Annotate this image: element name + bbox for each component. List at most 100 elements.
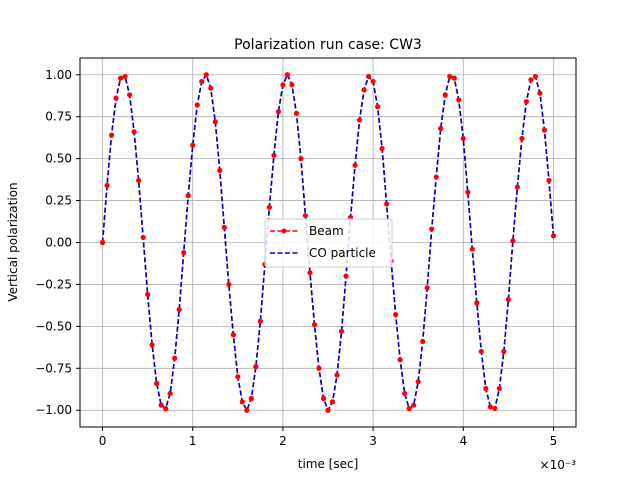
beam-point	[523, 99, 530, 105]
beam-point	[185, 192, 191, 199]
beam-point	[384, 201, 390, 207]
beam-point	[519, 135, 525, 142]
beam-point	[244, 407, 250, 413]
beam-point	[181, 249, 187, 256]
beam-point	[334, 372, 340, 378]
beam-point	[415, 379, 421, 385]
y-tick-label: 0.00	[45, 236, 72, 250]
beam-point	[253, 364, 259, 370]
beam-point	[239, 399, 245, 405]
beam-point	[172, 355, 178, 361]
beam-point	[307, 270, 313, 276]
beam-point	[492, 405, 498, 412]
beam-point	[510, 238, 516, 244]
beam-point	[397, 357, 403, 363]
beam-point	[469, 246, 475, 252]
beam-point	[302, 213, 309, 219]
beam-point	[311, 322, 318, 328]
beam-point	[212, 119, 218, 125]
beam-point	[483, 385, 489, 392]
beam-point	[546, 177, 552, 184]
beam-point	[108, 132, 115, 138]
ticks: 0 1 2 3 4 5 −1.00 −0.75 −0.50 −0.25 0.00 0.25 0.50 0.…	[35, 68, 557, 448]
beam-point	[217, 167, 223, 173]
beam-point	[365, 73, 372, 80]
beam-point	[117, 75, 124, 81]
beam-point	[460, 135, 466, 142]
beam-point	[140, 234, 146, 241]
beam-point	[528, 77, 534, 83]
beam-point	[447, 73, 453, 80]
legend-beam-label: Beam	[309, 224, 344, 238]
beam-point	[487, 404, 493, 410]
beam-point	[505, 296, 511, 303]
beam-point	[514, 184, 520, 190]
beam-point	[158, 402, 164, 408]
beam-point	[361, 87, 367, 93]
beam-point	[163, 405, 169, 412]
beam-point	[99, 239, 106, 246]
beam-point	[370, 78, 376, 85]
beam-point	[496, 385, 502, 392]
legend-co-particle-label: CO particle	[309, 246, 376, 260]
beam-point	[550, 233, 557, 239]
beam-point	[465, 189, 471, 195]
beam-point	[266, 204, 272, 210]
beam-point	[293, 110, 300, 116]
beam-point	[456, 97, 462, 103]
beam-point	[149, 342, 155, 348]
beam-point	[375, 104, 381, 110]
beam-point	[537, 90, 543, 96]
beam-point	[478, 348, 484, 355]
beam-point	[280, 82, 286, 88]
beam-point	[424, 285, 430, 291]
beam-point	[338, 328, 345, 334]
beam-point	[104, 182, 110, 189]
beam-point	[167, 390, 173, 397]
beam-point	[442, 92, 448, 98]
legend: Beam CO particle	[264, 218, 393, 268]
chart-title: Polarization run case: CW3	[234, 37, 422, 53]
beam-point	[190, 142, 196, 148]
y-tick-label: 0.50	[45, 152, 72, 166]
beam-point	[131, 129, 137, 135]
series-layer	[99, 72, 557, 413]
y-tick-label: 1.00	[45, 68, 72, 82]
beam-point	[208, 85, 214, 91]
beam-point	[356, 117, 363, 123]
beam-point	[411, 402, 417, 408]
x-tick-label: 4	[459, 434, 467, 448]
beam-point	[352, 162, 358, 168]
x-tick-label: 2	[279, 434, 287, 448]
y-tick-label: 0.25	[45, 194, 72, 208]
beam-point	[329, 399, 336, 405]
x-axis-label: time [sec]	[298, 457, 359, 471]
beam-point	[136, 177, 142, 184]
beam-point	[379, 145, 385, 152]
beam-point	[284, 72, 291, 78]
y-tick-label: −0.50	[35, 319, 72, 333]
beam-point	[343, 273, 349, 279]
beam-point	[176, 306, 182, 313]
beam-point	[226, 281, 232, 288]
beam-point	[406, 405, 412, 412]
beam-point	[199, 78, 205, 85]
y-tick-label: −0.75	[35, 361, 72, 375]
beam-point	[145, 291, 151, 298]
beam-point	[320, 395, 327, 402]
beam-point	[316, 365, 322, 371]
x-tick-label: 5	[550, 434, 558, 448]
legend-beam-marker	[281, 228, 287, 234]
y-tick-label: −1.00	[35, 403, 72, 417]
beam-point	[127, 92, 133, 98]
beam-point	[122, 73, 128, 80]
beam-point	[248, 395, 254, 402]
beam-point	[235, 374, 241, 380]
y-tick-label: −0.25	[35, 277, 72, 291]
beam-point	[501, 348, 507, 355]
beam-point	[420, 338, 426, 345]
y-tick-label: 0.75	[45, 110, 72, 124]
x-tick-label: 3	[369, 434, 377, 448]
beam-point	[451, 75, 457, 81]
